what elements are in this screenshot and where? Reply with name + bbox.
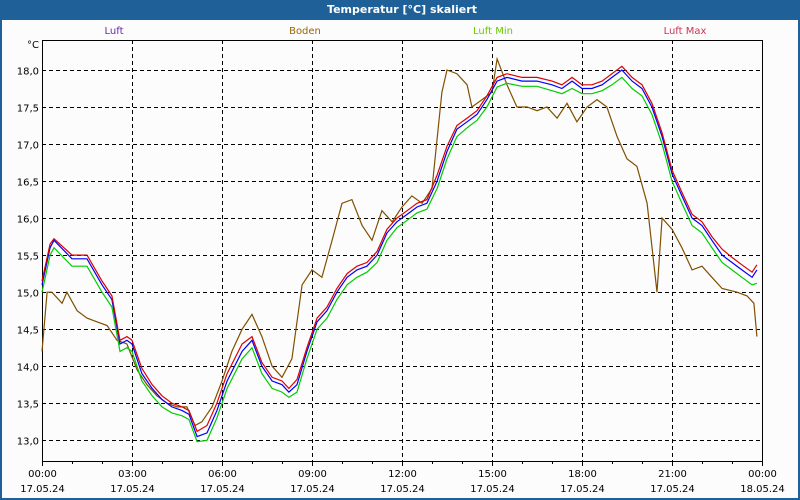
y-tick-label: 13,5 xyxy=(17,400,39,411)
x-tick-date: 17.05.24 xyxy=(20,484,65,495)
x-tick-time: 21:00 xyxy=(658,469,687,480)
y-tick-label: 17,5 xyxy=(17,104,39,115)
x-tick-date: 17.05.24 xyxy=(290,484,335,495)
series-line-luft-max xyxy=(41,65,758,433)
y-tick-label: 17,0 xyxy=(17,141,39,152)
y-tick-label: 14,0 xyxy=(17,363,39,374)
legend-luft-max: Luft Max xyxy=(664,26,707,37)
x-tick-date: 17.05.24 xyxy=(560,484,605,495)
plot-frame xyxy=(42,40,763,462)
x-tick-time: 00:00 xyxy=(28,469,57,480)
x-tick-time: 12:00 xyxy=(388,469,417,480)
x-tick-date: 17.05.24 xyxy=(470,484,515,495)
x-tick-time: 09:00 xyxy=(298,469,327,480)
legend-luft-min: Luft Min xyxy=(473,26,513,37)
y-tick-label: 16,0 xyxy=(17,215,39,226)
legend-luft: Luft xyxy=(105,26,124,37)
x-tick-time: 00:00 xyxy=(748,469,777,480)
y-tick-label: 15,0 xyxy=(17,289,39,300)
x-tick-date: 17.05.24 xyxy=(650,484,695,495)
y-tick-label: 13,0 xyxy=(17,437,39,448)
series-line-luft-min xyxy=(41,76,758,443)
x-tick-date: 17.05.24 xyxy=(380,484,425,495)
y-tick-label: 14,5 xyxy=(17,326,39,337)
y-tick-label: 16,5 xyxy=(17,178,39,189)
y-axis-unit: °C xyxy=(27,40,39,51)
x-tick-date: 18.05.24 xyxy=(740,484,785,495)
y-tick-label: 18,0 xyxy=(17,67,39,78)
series-line-boden xyxy=(41,56,758,427)
x-tick-date: 17.05.24 xyxy=(200,484,245,495)
x-tick-time: 18:00 xyxy=(568,469,597,480)
y-tick-label: 15,5 xyxy=(17,252,39,263)
series-line-luft xyxy=(41,69,758,438)
x-tick-time: 06:00 xyxy=(208,469,237,480)
x-tick-date: 17.05.24 xyxy=(110,484,155,495)
x-tick-time: 15:00 xyxy=(478,469,507,480)
x-tick-time: 03:00 xyxy=(118,469,147,480)
chart-title: Temperatur [°C] skaliert xyxy=(2,0,800,20)
legend-boden: Boden xyxy=(289,26,321,37)
